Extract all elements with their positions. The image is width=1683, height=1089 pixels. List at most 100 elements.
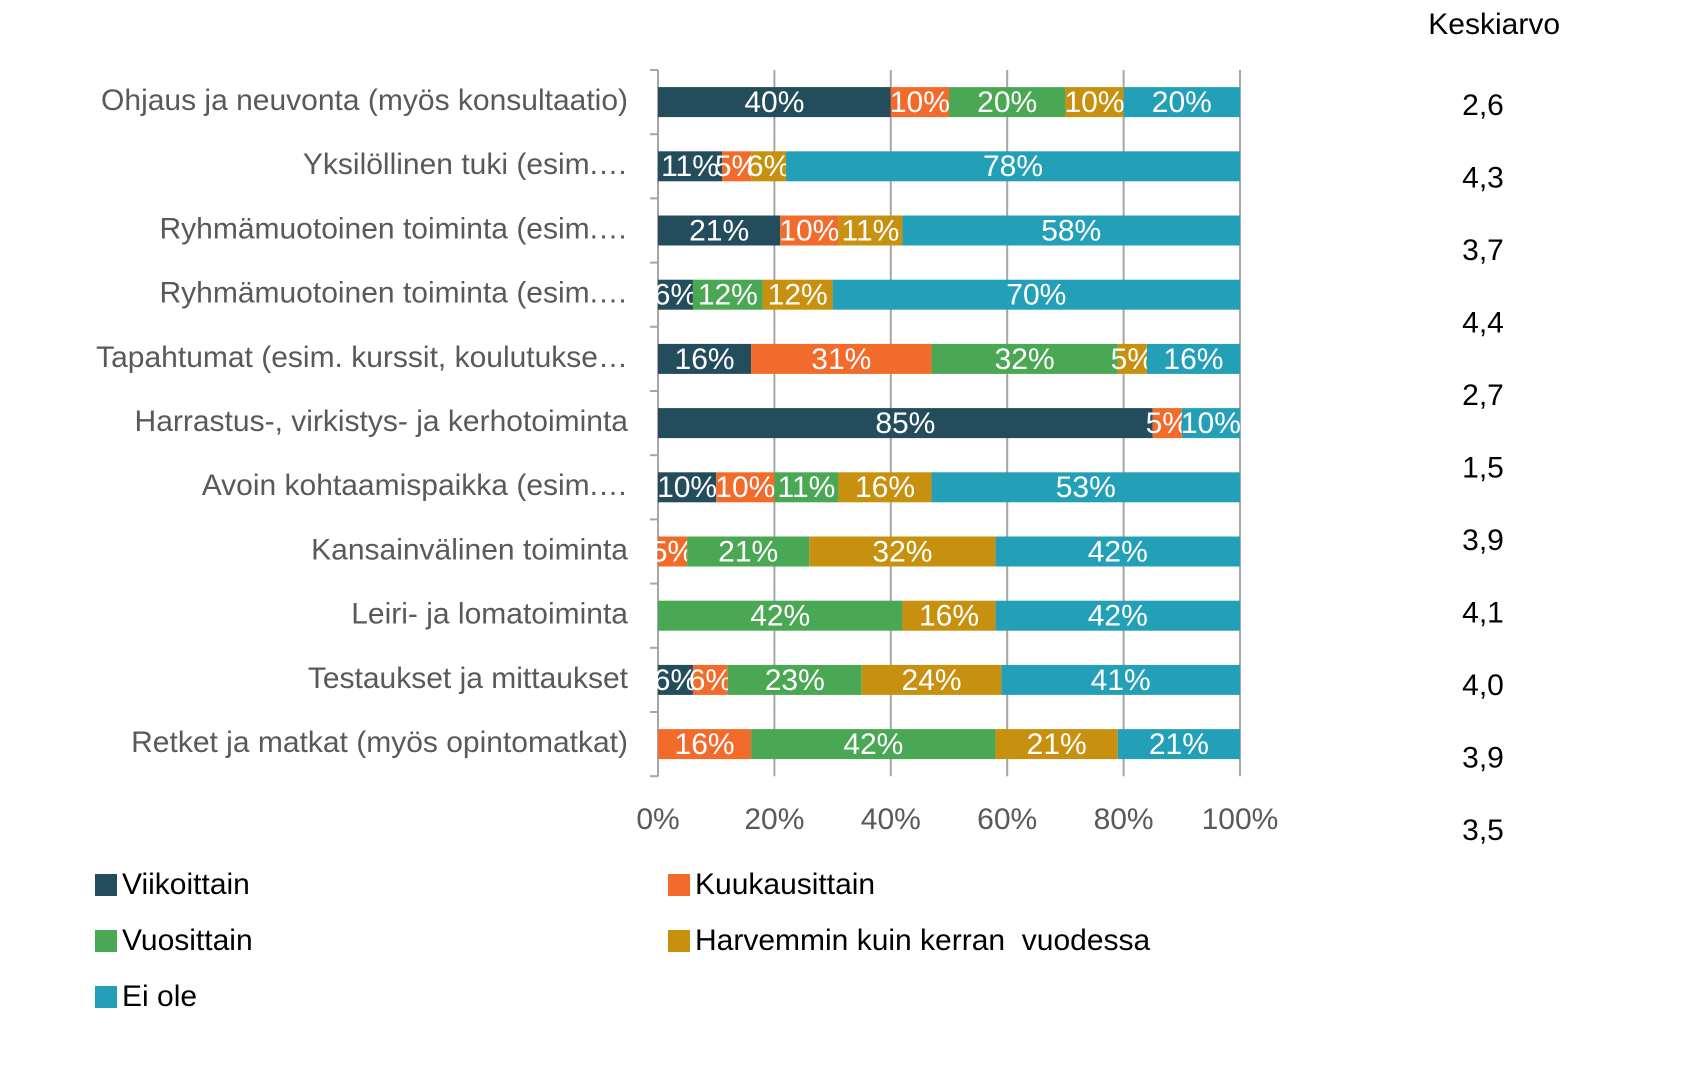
average-value: 1,5: [1462, 451, 1504, 484]
data-label: 53%: [1056, 471, 1116, 504]
legend-swatch: [95, 930, 117, 952]
bar-segment: [658, 600, 903, 631]
bar-segment: [1152, 408, 1182, 439]
bar-segment: [1181, 408, 1240, 439]
average-value: 4,0: [1462, 669, 1504, 702]
x-tick-label: 0%: [636, 803, 679, 836]
bar-segment: [751, 729, 996, 760]
x-tick-label: 60%: [977, 803, 1037, 836]
data-label: 42%: [1088, 535, 1148, 568]
data-label: 6%: [654, 279, 697, 312]
data-label: 11%: [842, 214, 900, 247]
data-label: 16%: [675, 343, 735, 376]
category-label: Retket ja matkat (myös opintomatkat): [131, 726, 628, 759]
average-value: 4,4: [1462, 306, 1504, 339]
data-label: 10%: [779, 214, 839, 247]
bar-segment: [931, 472, 1240, 503]
bar-segment: [838, 472, 932, 503]
bar-segment: [774, 472, 839, 503]
legend-label: Harvemmin kuin kerran vuodessa: [695, 924, 1151, 957]
bar-segment: [751, 151, 787, 182]
bar-segment: [1117, 343, 1147, 374]
data-label: 16%: [919, 600, 979, 633]
data-label: 58%: [1041, 214, 1101, 247]
bar-segment: [995, 729, 1118, 760]
bar-segment: [692, 279, 763, 310]
data-label: 12%: [768, 279, 828, 312]
data-label: 70%: [1006, 279, 1066, 312]
bar-segment: [751, 343, 932, 374]
category-label: Tapahtumat (esim. kurssit, koulutukse…: [96, 341, 628, 374]
bar-segment: [780, 215, 839, 246]
bar-segment: [861, 664, 1002, 695]
bar-segment: [658, 87, 891, 118]
legend-swatch: [95, 986, 117, 1008]
bar-segment: [722, 151, 752, 182]
average-title: Keskiarvo: [1428, 8, 1560, 41]
data-label: 6%: [747, 150, 790, 183]
category-label: Yksilöllinen tuki (esim.…: [303, 148, 628, 181]
bar-segment: [902, 600, 996, 631]
data-label: 10%: [1064, 86, 1124, 119]
bar-segment: [931, 343, 1118, 374]
category-label: Testaukset ja mittaukset: [308, 662, 629, 695]
legend-swatch: [668, 874, 690, 896]
legend-swatch: [95, 874, 117, 896]
data-label: 6%: [654, 664, 697, 697]
bar-segment: [658, 664, 693, 695]
data-label: 32%: [872, 535, 932, 568]
data-label: 16%: [675, 728, 735, 761]
data-label: 41%: [1091, 664, 1151, 697]
data-label: 6%: [689, 664, 732, 697]
bar-segment: [687, 536, 810, 567]
data-label: 20%: [1152, 86, 1212, 119]
bar-segment: [1065, 87, 1124, 118]
data-label: 16%: [855, 471, 915, 504]
bar-segment: [1123, 87, 1240, 118]
data-label: 23%: [765, 664, 825, 697]
data-label: 32%: [995, 343, 1055, 376]
bar-segment: [658, 151, 723, 182]
bar-segment: [658, 729, 752, 760]
data-label: 31%: [811, 343, 871, 376]
category-label: Ohjaus ja neuvonta (myös konsultaatio): [101, 84, 628, 117]
data-label: 21%: [1149, 728, 1209, 761]
category-label: Ryhmämuotoinen toiminta (esim.…: [159, 212, 628, 245]
legend-swatch: [668, 930, 690, 952]
bar-segment: [658, 536, 688, 567]
bar-segment: [1117, 729, 1240, 760]
x-tick-label: 80%: [1094, 803, 1154, 836]
data-label: 42%: [1088, 600, 1148, 633]
data-label: 42%: [750, 600, 810, 633]
data-label: 5%: [1111, 343, 1154, 376]
category-label: Ryhmämuotoinen toiminta (esim.…: [159, 277, 628, 310]
data-label: 24%: [902, 664, 962, 697]
bar-segment: [1001, 664, 1240, 695]
legend-label: Ei ole: [122, 980, 197, 1013]
average-value: 3,9: [1462, 741, 1504, 774]
data-label: 21%: [718, 535, 778, 568]
bar-segment: [832, 279, 1240, 310]
data-label: 10%: [715, 471, 775, 504]
average-value: 4,1: [1462, 596, 1504, 629]
bar-segment: [890, 87, 949, 118]
data-label: 5%: [1146, 407, 1189, 440]
x-tick-label: 20%: [744, 803, 804, 836]
data-label: 42%: [843, 728, 903, 761]
average-value: 4,3: [1462, 161, 1504, 194]
category-label: Kansainvälinen toiminta: [311, 533, 628, 566]
average-value: 3,5: [1462, 814, 1504, 847]
legend-label: Kuukausittain: [695, 868, 875, 901]
bar-segment: [902, 215, 1240, 246]
data-label: 11%: [661, 150, 719, 183]
data-label: 10%: [890, 86, 950, 119]
category-label: Avoin kohtaamispaikka (esim.…: [202, 469, 628, 502]
bar-segment: [995, 600, 1240, 631]
bar-segment: [786, 151, 1240, 182]
data-label: 16%: [1163, 343, 1223, 376]
data-label: 20%: [977, 86, 1037, 119]
bar-segment: [658, 343, 752, 374]
bar-segment: [809, 536, 996, 567]
bar-segment: [995, 536, 1240, 567]
